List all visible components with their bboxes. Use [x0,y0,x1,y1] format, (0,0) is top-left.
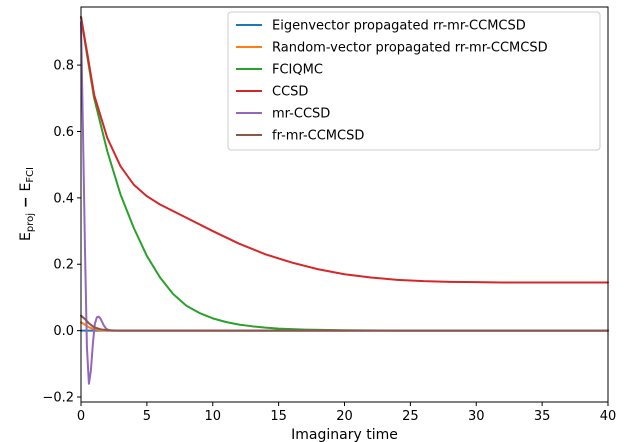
legend-label-4: mr-CCSD [272,107,330,122]
legend: Eigenvector propagated rr-mr-CCMCSD Rando… [227,11,601,151]
legend-label-5: fr-mr-CCMCSD [272,129,364,144]
legend-label-3: CCSD [272,85,308,100]
x-tick-label-5: 25 [402,409,419,424]
x-tick-label-8: 40 [600,409,617,424]
x-tick-label-7: 35 [534,409,551,424]
legend-label-2: FCIQMC [272,63,323,78]
legend-label-1: Random-vector propagated rr-mr-CCMCSD [272,41,548,56]
x-tick-label-4: 20 [336,409,353,424]
y-tick-label-1: 0.0 [53,324,74,339]
y-tick-label-0: −0.2 [42,391,74,406]
x-axis-ticks: 0 5 10 15 20 25 30 35 40 [77,402,616,424]
x-tick-label-6: 30 [468,409,485,424]
x-tick-label-0: 0 [77,409,85,424]
y-tick-label-4: 0.6 [53,125,74,140]
y-axis-ticks: −0.2 0.0 0.2 0.4 0.6 0.8 [42,59,81,406]
y-tick-label-5: 0.8 [53,59,74,74]
legend-label-0: Eigenvector propagated rr-mr-CCMCSD [272,19,526,34]
x-axis-label: Imaginary time [291,427,398,442]
series-line-3 [80,15,609,284]
legend-box [227,11,601,151]
series-line-5 [80,314,609,332]
y-tick-label-3: 0.4 [53,191,74,206]
y-tick-label-2: 0.2 [53,258,74,273]
x-tick-label-1: 5 [143,409,151,424]
x-tick-label-2: 10 [204,409,221,424]
y-axis-label: Eproj − EFCI [18,167,36,241]
x-tick-label-3: 15 [270,409,287,424]
series-layer [80,15,609,385]
